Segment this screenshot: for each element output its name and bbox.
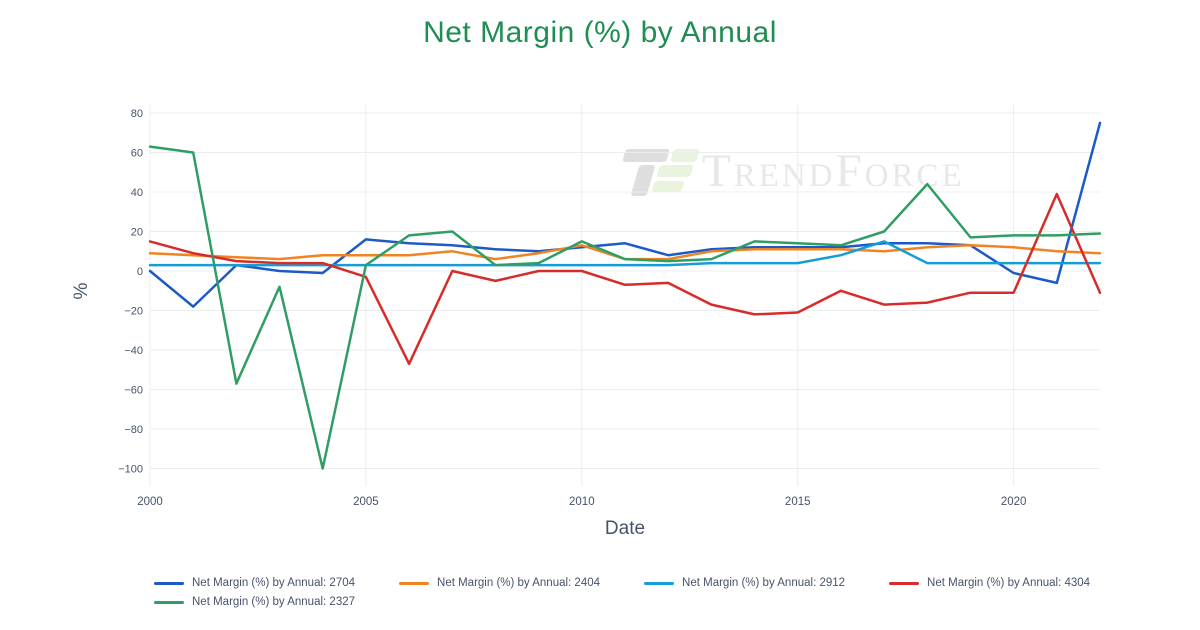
chart-legend: Net Margin (%) by Annual: 2704 Net Margin… (154, 577, 1099, 608)
legend-item-4[interactable]: Net Margin (%) by Annual: 4304 (889, 577, 1090, 589)
legend-label: Net Margin (%) by Annual: 4304 (927, 577, 1091, 589)
y-tick-label: −60 (124, 385, 143, 397)
y-tick-label: −100 (118, 464, 143, 476)
x-axis-title: Date (604, 518, 646, 539)
series-line-2 (148, 244, 1102, 261)
x-tick-label: 2015 (785, 496, 811, 508)
legend-swatch-icon (889, 581, 920, 585)
series-line-3 (148, 240, 1102, 267)
legend-item-2[interactable]: Net Margin (%) by Annual: 2404 (399, 577, 600, 589)
x-tick-label: 2000 (137, 496, 163, 508)
y-axis-title: % (71, 282, 92, 300)
chart-title: Net Margin (%) by Annual (423, 16, 777, 49)
y-tick-label: −20 (124, 306, 143, 318)
y-tick-label: 20 (131, 227, 143, 239)
legend-item-5[interactable]: Net Margin (%) by Annual: 2327 (154, 596, 355, 608)
x-tick-label: 2020 (1001, 496, 1027, 508)
legend-swatch-icon (644, 581, 675, 585)
legend-label: Net Margin (%) by Annual: 2404 (437, 577, 601, 589)
x-tick-label: 2005 (353, 496, 379, 508)
y-tick-label: 0 (137, 266, 143, 278)
legend-swatch-icon (154, 600, 184, 604)
legend-item-1[interactable]: Net Margin (%) by Annual: 2704 (154, 577, 355, 589)
series-line-4 (148, 192, 1102, 366)
y-tick-label: −40 (124, 345, 143, 357)
y-tick-label: −80 (124, 424, 143, 436)
series-line-1 (148, 121, 1102, 308)
y-tick-label: 40 (131, 187, 143, 199)
legend-label: Net Margin (%) by Annual: 2704 (192, 577, 356, 589)
legend-label: Net Margin (%) by Annual: 2327 (192, 596, 356, 608)
y-tick-label: 60 (131, 148, 143, 160)
legend-item-3[interactable]: Net Margin (%) by Annual: 2912 (644, 577, 845, 589)
y-tick-label: 80 (131, 108, 143, 120)
legend-swatch-icon (399, 581, 430, 585)
legend-swatch-icon (154, 581, 184, 585)
series-line-5 (148, 145, 1102, 470)
x-tick-label: 2010 (569, 496, 595, 508)
legend-label: Net Margin (%) by Annual: 2912 (682, 577, 846, 589)
